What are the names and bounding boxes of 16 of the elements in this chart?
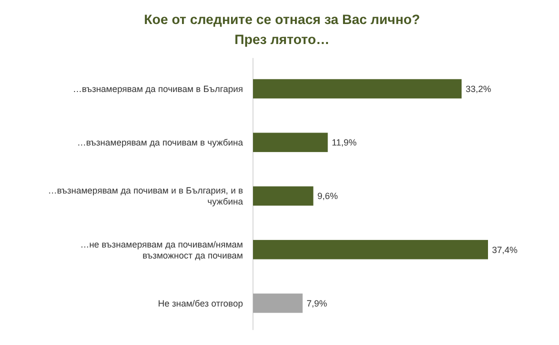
bar [253, 186, 314, 206]
bar [253, 294, 303, 313]
data-label: 7,9% [306, 298, 328, 308]
chart-title: Кое от следните се отнася за Вас лично? През лятото… [144, 12, 420, 47]
y-tick-label: …не възнамерявам да почивам/нямам възможност да почивам [80, 239, 243, 260]
data-label: 37,4% [492, 244, 518, 255]
data-label: 9,6% [317, 191, 338, 202]
data-label: 11,9% [332, 138, 357, 148]
y-tick-label: …възнамерявам да почивам в чужбина [77, 138, 243, 148]
y-tick-label: …възнамерявам да почивам и в България, и в чужбина [48, 186, 244, 207]
y-tick-label: Не знам/без отговор [158, 298, 243, 308]
y-tick-label: …възнамерявам да почивам в България [72, 84, 244, 94]
bar [253, 79, 462, 98]
data-label: 33,2% [466, 84, 492, 94]
bar [253, 240, 488, 260]
bar [253, 132, 328, 152]
